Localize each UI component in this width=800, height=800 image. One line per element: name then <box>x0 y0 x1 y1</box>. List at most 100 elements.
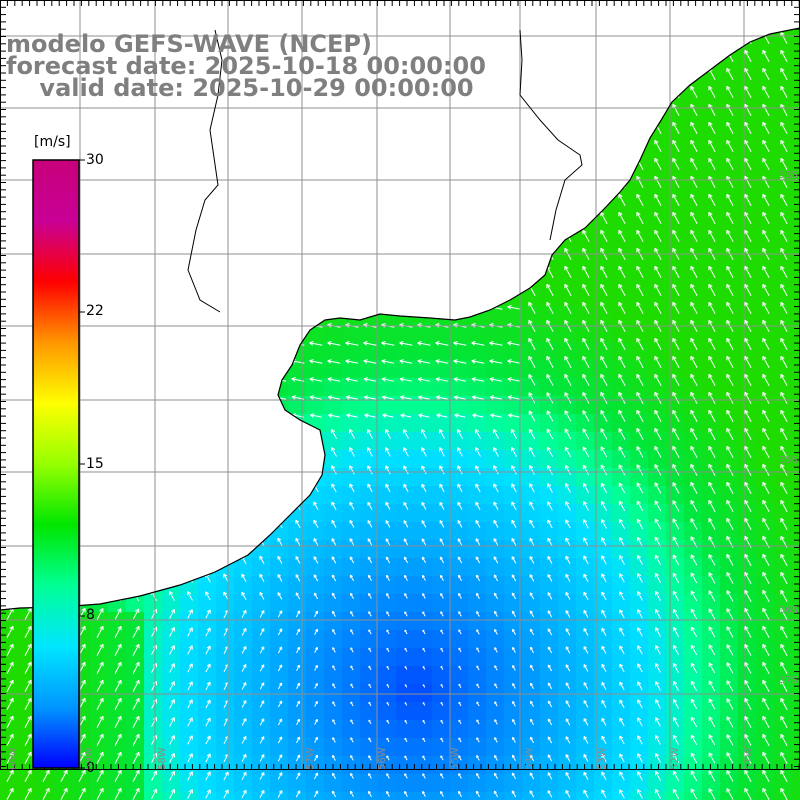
field-cell <box>144 612 163 631</box>
wind-arrow-head <box>327 215 332 218</box>
wind-arrow-head <box>255 180 260 184</box>
wind-arrow-head <box>399 305 404 308</box>
field-cell <box>702 774 721 793</box>
field-cell <box>774 702 793 721</box>
wind-arrow-head <box>327 161 332 164</box>
field-cell <box>108 306 127 325</box>
wind-arrow <box>726 158 734 170</box>
wind-arrow-head <box>237 396 242 400</box>
wind-arrow-head <box>274 19 277 22</box>
field-cell <box>738 432 757 451</box>
wind-arrow <box>618 356 626 368</box>
field-cell <box>720 378 739 397</box>
wind-arrow-head <box>165 125 170 128</box>
field-cell <box>306 216 325 235</box>
wind-arrow-head <box>418 395 423 398</box>
field-cell <box>540 522 559 541</box>
field-cell <box>486 108 505 127</box>
field-cell <box>450 126 469 145</box>
wind-arrow <box>654 266 662 278</box>
field-cell <box>630 90 649 109</box>
field-cell <box>270 630 289 649</box>
wind-arrow-head <box>364 413 369 416</box>
wind-arrow-head <box>291 269 296 272</box>
wind-arrow-head <box>507 36 512 40</box>
wind-arrow-head <box>363 288 368 292</box>
field-cell <box>702 36 721 55</box>
field-cell <box>378 0 397 19</box>
field-cell <box>342 450 361 469</box>
field-cell <box>558 28 577 37</box>
field-cell <box>702 576 721 595</box>
wind-arrow <box>363 342 377 346</box>
field-cell <box>666 216 685 235</box>
wind-arrow-head <box>309 180 314 184</box>
wind-arrow-head <box>129 216 134 220</box>
wind-arrow-head <box>418 396 422 400</box>
wind-arrow <box>654 284 662 296</box>
field-cell <box>540 756 559 775</box>
field-cell <box>630 720 649 739</box>
wind-arrow-head <box>291 180 296 184</box>
wind-arrow-head <box>255 251 260 254</box>
wind-arrow-head <box>237 414 242 418</box>
wind-arrow-head <box>21 233 26 236</box>
wind-arrow-head <box>636 49 641 53</box>
field-cell <box>414 792 433 800</box>
field-cell <box>684 28 703 37</box>
wind-arrow-head <box>183 377 188 380</box>
field-cell <box>126 522 145 541</box>
wind-arrow-head <box>219 360 224 364</box>
wind-arrow-head <box>435 251 440 254</box>
field-cell <box>450 378 469 397</box>
wind-arrow <box>564 338 572 350</box>
field-cell <box>648 252 667 271</box>
wind-arrow-head <box>327 216 332 220</box>
wind-arrow-head <box>255 233 260 236</box>
field-cell <box>594 180 613 199</box>
wind-arrow-head <box>111 359 116 362</box>
wind-arrow <box>399 360 413 364</box>
field-cell <box>468 252 487 271</box>
field-cell <box>738 684 757 703</box>
wind-arrow-head <box>309 234 314 238</box>
field-cell <box>252 450 271 469</box>
wind-arrow-head <box>471 162 476 166</box>
wind-arrow-head <box>129 287 134 290</box>
field-cell <box>738 504 757 523</box>
wind-arrow-head <box>417 180 422 184</box>
wind-arrow <box>165 342 179 346</box>
wind-arrow <box>202 19 215 22</box>
field-cell <box>576 594 595 613</box>
field-cell <box>522 774 541 793</box>
field-cell <box>594 594 613 613</box>
wind-arrow-head <box>400 395 405 398</box>
wind-arrow-head <box>528 49 533 53</box>
wind-arrow-head <box>726 373 731 377</box>
field-cell <box>378 558 397 577</box>
field-cell <box>180 126 199 145</box>
field-cell <box>54 0 73 19</box>
wind-arrow-head <box>564 247 569 251</box>
wind-arrow <box>489 90 503 94</box>
wind-arrow-head <box>780 31 785 35</box>
wind-arrow <box>147 414 161 418</box>
field-cell <box>738 342 757 361</box>
field-cell <box>378 504 397 523</box>
field-cell <box>558 270 577 289</box>
wind-arrow <box>618 50 626 62</box>
wind-arrow-head <box>111 251 116 254</box>
wind-arrow-head <box>147 270 152 274</box>
wind-arrow-head <box>327 341 332 344</box>
field-cell <box>270 774 289 793</box>
field-cell <box>738 720 757 739</box>
wind-arrow-head <box>381 198 386 202</box>
wind-arrow-head <box>744 31 749 35</box>
field-cell <box>306 630 325 649</box>
wind-arrow <box>381 126 395 130</box>
wind-arrow-head <box>564 355 569 359</box>
field-cell <box>756 666 775 685</box>
field-cell <box>558 288 577 307</box>
field-cell <box>558 198 577 217</box>
wind-arrow-head <box>93 377 98 380</box>
